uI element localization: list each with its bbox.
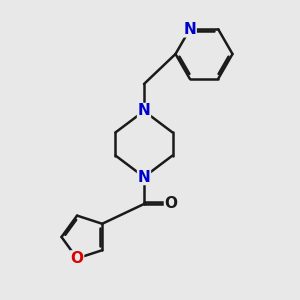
Text: N: N — [138, 103, 150, 118]
Text: N: N — [138, 169, 150, 184]
Text: O: O — [164, 196, 178, 211]
Text: N: N — [183, 22, 196, 37]
Text: O: O — [70, 251, 83, 266]
